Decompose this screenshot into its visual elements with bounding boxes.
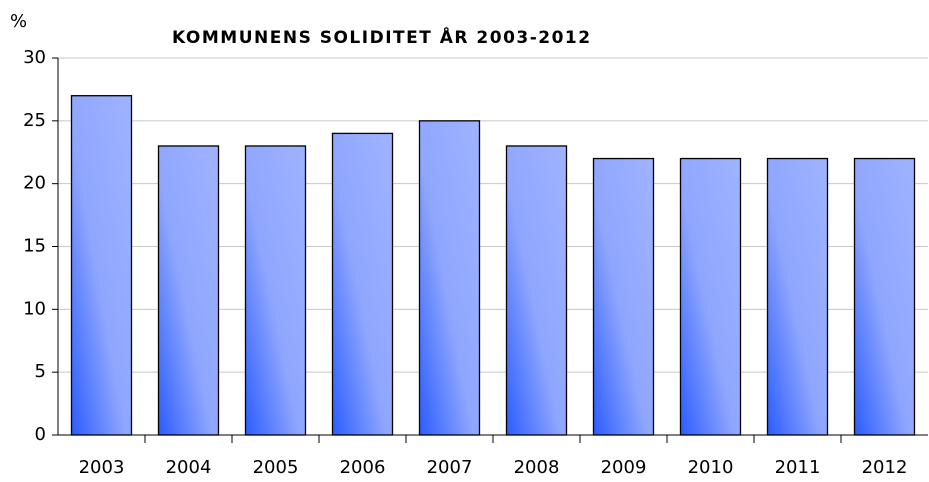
- bar: [853, 157, 916, 436]
- bar: [157, 145, 220, 436]
- y-tick-label: 0: [35, 424, 46, 445]
- x-tick-label: 2004: [166, 457, 212, 478]
- y-tick-label: 25: [23, 110, 46, 131]
- y-tick-label: 10: [23, 298, 46, 319]
- bar: [505, 145, 568, 436]
- bar: [766, 157, 829, 436]
- bar: [70, 95, 133, 436]
- y-tick-label: 20: [23, 173, 46, 194]
- x-tick-label: 2006: [340, 457, 386, 478]
- bar: [331, 132, 394, 436]
- x-tick-label: 2011: [775, 457, 821, 478]
- x-tick-label: 2009: [601, 457, 647, 478]
- bar: [592, 157, 655, 436]
- bar: [679, 157, 742, 436]
- x-tick-label: 2008: [514, 457, 560, 478]
- x-tick-label: 2007: [427, 457, 473, 478]
- y-tick-label: 5: [35, 361, 46, 382]
- bar: [418, 120, 481, 436]
- y-axis-label: %: [10, 11, 27, 32]
- x-tick-label: 2003: [79, 457, 125, 478]
- x-tick-label: 2010: [688, 457, 734, 478]
- chart-title: KOMMUNENS SOLIDITET ÅR 2003-2012: [172, 25, 592, 48]
- y-tick-label: 30: [23, 47, 46, 68]
- x-tick-label: 2005: [253, 457, 299, 478]
- x-tick-label: 2012: [862, 457, 908, 478]
- y-tick-label: 15: [23, 236, 46, 257]
- bar: [244, 145, 307, 436]
